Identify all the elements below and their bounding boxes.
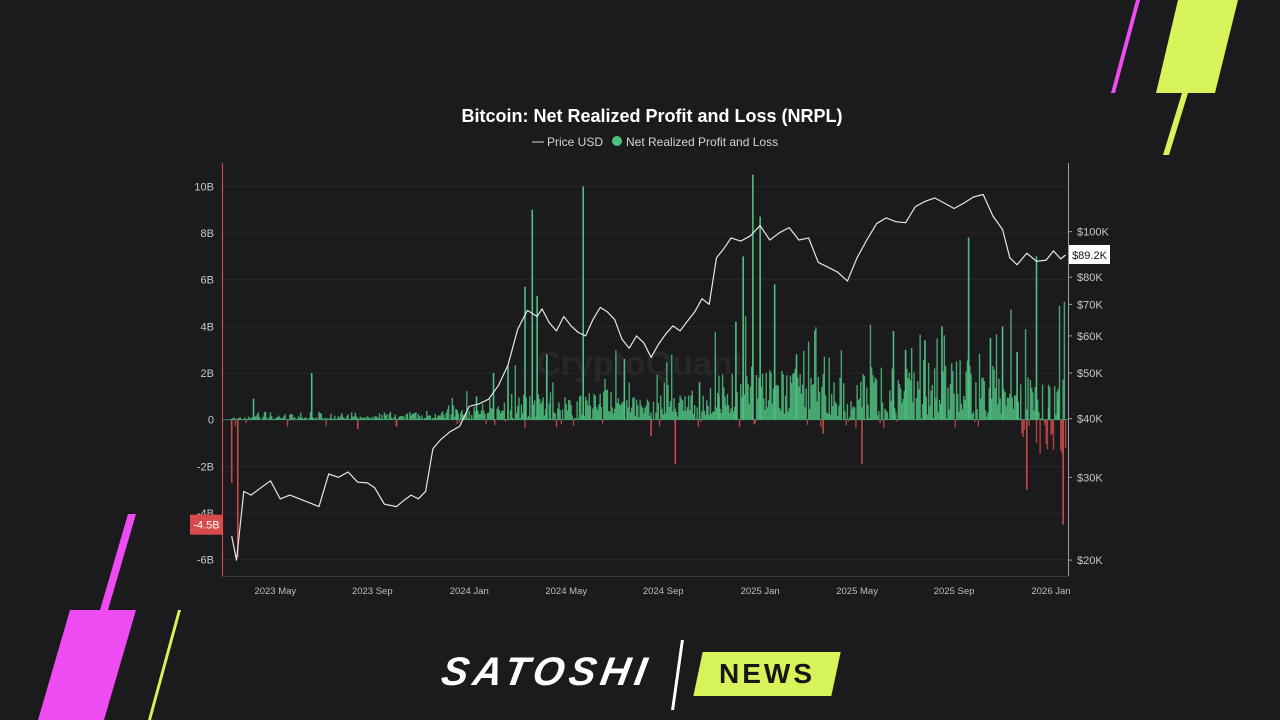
left-axis-tick-label: 6B [201, 275, 214, 287]
left-axis-tick-label: 2B [201, 368, 214, 380]
right-axis-tick-label: $60K [1077, 331, 1103, 343]
current-price-badge: $89.2K [1069, 244, 1110, 264]
legend-nrpl-dot-marker [612, 136, 622, 146]
gridlines [222, 185, 1068, 561]
current-price-badge-label: $89.2K [1072, 250, 1108, 262]
right-axis-tick-label: $30K [1077, 472, 1103, 484]
brand-name-satoshi: SATOSHI [438, 650, 655, 694]
right-axis-tick-label: $40K [1077, 414, 1103, 426]
brand-name-news: NEWS [719, 658, 815, 689]
brand-logo: SATOSHI NEWS [438, 636, 860, 714]
watermark: CryptoQuant [536, 345, 744, 383]
x-axis-tick-label: 2023 May [254, 586, 296, 597]
min-value-badge: -4.5B [190, 514, 223, 535]
right-axis-tick-label: $80K [1077, 272, 1103, 284]
lime-stripe-top [1156, 0, 1238, 93]
legend-nrpl-label: Net Realized Profit and Loss [626, 135, 778, 149]
left-axis-tick-label: 0 [208, 415, 214, 427]
magenta-stripe-bottom [100, 514, 136, 610]
left-axis-tick-label: 8B [201, 228, 214, 240]
left-axis-tick-label: 4B [201, 321, 214, 333]
right-axis-tick-label: $100K [1077, 227, 1109, 239]
right-axis-tick-label: $70K [1077, 299, 1103, 311]
legend-price-label: Price USD [547, 135, 603, 149]
left-axis-tick-label: 10B [194, 181, 214, 193]
current-price-badge-bg [1069, 244, 1110, 264]
brand-divider [671, 640, 684, 710]
price-series [231, 193, 1066, 561]
right-axis-ticks: $100K $80K $70K $60K $50K $40K $30K $20K [1068, 227, 1109, 567]
brand-news-badge: NEWS [693, 652, 841, 696]
right-axis-tick-label: $20K [1077, 555, 1103, 567]
x-axis-tick-label: 2024 May [545, 586, 587, 597]
right-axis-tick-label: $50K [1077, 368, 1103, 380]
x-axis-tick-label: 2024 Sep [643, 586, 684, 597]
x-axis-tick-label: 2026 Jan [1031, 586, 1070, 597]
x-axis-tick-label: 2025 Jan [741, 586, 780, 597]
chart-legend: Price USD Net Realized Profit and Loss [532, 135, 778, 149]
price-line [231, 193, 1066, 561]
min-value-badge-bg [190, 514, 223, 535]
x-axis-tick-label: 2025 Sep [934, 586, 975, 597]
left-axis-tick-label: -6B [197, 555, 214, 567]
x-axis-tick-label: 2025 May [836, 586, 878, 597]
x-axis-tick-label: 2023 Sep [352, 586, 393, 597]
x-axis-ticks: 2023 May 2023 Sep 2024 Jan 2024 May 2024 Sep… [254, 586, 1070, 597]
lime-stripe-top-thin [1163, 93, 1188, 155]
chart-title: Bitcoin: Net Realized Profit and Loss (N… [461, 106, 842, 126]
lime-stripe-bottom [148, 610, 181, 720]
magenta-stripe-top [1111, 0, 1140, 93]
left-axis-tick-label: -2B [197, 461, 214, 473]
x-axis-tick-label: 2024 Jan [450, 586, 489, 597]
min-value-badge-label: -4.5B [193, 520, 219, 532]
magenta-block-bottom [38, 610, 136, 720]
nrpl-bars [228, 174, 1067, 558]
